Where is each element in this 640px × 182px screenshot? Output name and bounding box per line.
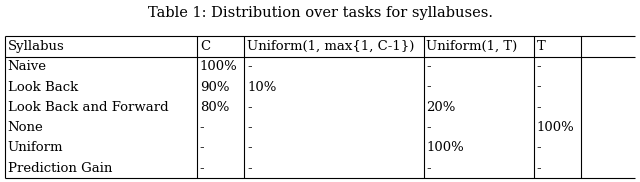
Text: Uniform(1, T): Uniform(1, T) xyxy=(426,40,518,53)
Text: -: - xyxy=(537,101,541,114)
Text: Table 1: Distribution over tasks for syllabuses.: Table 1: Distribution over tasks for syl… xyxy=(147,6,493,20)
Text: Uniform(1, max{1, C-1}): Uniform(1, max{1, C-1}) xyxy=(247,40,414,53)
Text: None: None xyxy=(8,121,44,134)
Text: -: - xyxy=(200,141,204,155)
Text: -: - xyxy=(426,121,431,134)
Text: -: - xyxy=(200,162,204,175)
Text: 10%: 10% xyxy=(247,81,276,94)
Text: C: C xyxy=(200,40,210,53)
Text: Uniform: Uniform xyxy=(8,141,63,155)
Text: -: - xyxy=(247,141,252,155)
Text: 100%: 100% xyxy=(200,60,237,73)
Text: -: - xyxy=(247,162,252,175)
Text: -: - xyxy=(200,121,204,134)
Text: -: - xyxy=(537,141,541,155)
Text: 100%: 100% xyxy=(426,141,464,155)
Text: 100%: 100% xyxy=(537,121,575,134)
Text: 80%: 80% xyxy=(200,101,229,114)
Text: -: - xyxy=(426,162,431,175)
Text: Look Back and Forward: Look Back and Forward xyxy=(8,101,168,114)
Text: 90%: 90% xyxy=(200,81,229,94)
Text: Prediction Gain: Prediction Gain xyxy=(8,162,112,175)
Text: -: - xyxy=(426,81,431,94)
Text: -: - xyxy=(537,60,541,73)
Text: Look Back: Look Back xyxy=(8,81,78,94)
Text: Syllabus: Syllabus xyxy=(8,40,65,53)
Text: Naive: Naive xyxy=(8,60,47,73)
Text: -: - xyxy=(247,121,252,134)
Text: -: - xyxy=(537,162,541,175)
Text: 20%: 20% xyxy=(426,101,456,114)
Text: -: - xyxy=(426,60,431,73)
Text: -: - xyxy=(247,60,252,73)
Text: -: - xyxy=(247,101,252,114)
Text: -: - xyxy=(537,81,541,94)
Text: T: T xyxy=(537,40,545,53)
